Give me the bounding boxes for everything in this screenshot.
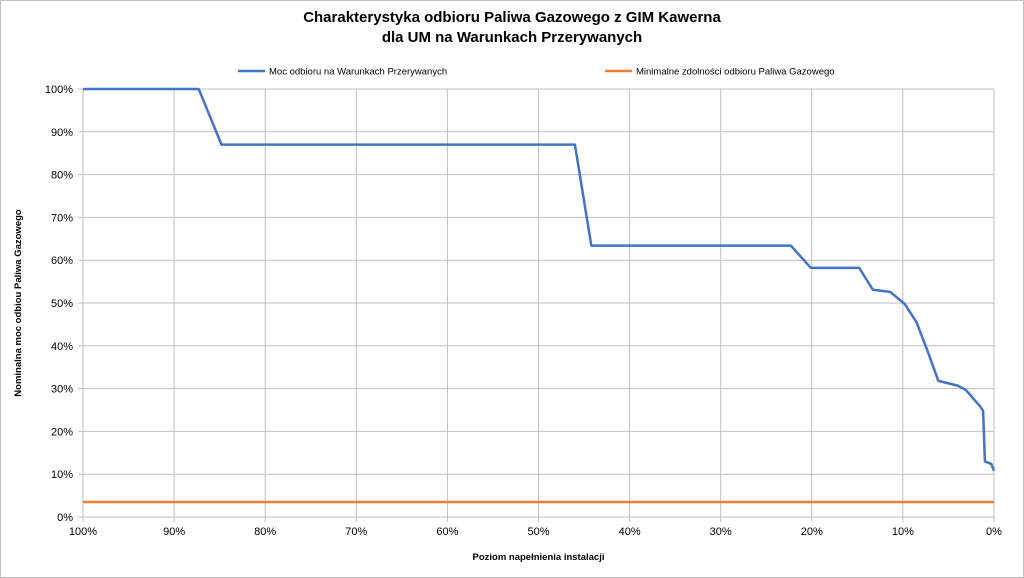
y-tick-label: 0% [57, 512, 73, 524]
chart-title-line-2: dla UM na Warunkach Przerywanych [381, 29, 643, 46]
x-tick-label: 50% [527, 526, 549, 538]
x-tick-label: 60% [436, 526, 458, 538]
x-tick-label: 0% [986, 526, 1002, 538]
y-tick-label: 90% [51, 127, 73, 139]
y-tick-label: 70% [51, 212, 73, 224]
x-tick-label: 100% [69, 526, 97, 538]
gridlines [78, 88, 995, 522]
x-tick-label: 10% [892, 526, 914, 538]
y-tick-label: 40% [51, 341, 73, 353]
y-tick-label: 80% [51, 170, 73, 182]
x-tick-label: 30% [710, 526, 732, 538]
series-line-1 [83, 87, 996, 472]
legend: Moc odbioru na Warunkach Przerywanych Min… [238, 67, 835, 78]
series-lines [83, 87, 996, 504]
y-axis-title: Nominalna moc odbiou Paliwa Gazowego [13, 209, 24, 397]
x-tick-label: 80% [254, 526, 276, 538]
x-tick-label: 20% [801, 526, 823, 538]
x-tick-label: 90% [163, 526, 185, 538]
tick-labels: 100% 90% 80% 70% 60% 50% 40% 30% 20% 10% 0% 0% 10% 20… [45, 84, 1002, 538]
y-tick-label: 50% [51, 298, 73, 310]
y-tick-label: 10% [51, 469, 73, 481]
x-tick-label: 40% [619, 526, 641, 538]
x-axis-title: Poziom napełnienia instalacji [473, 552, 605, 563]
legend-label-2: Minimalne zdolności odbioru Paliwa Gazow… [636, 67, 835, 78]
chart-title: Charakterystyka odbioru Paliwa Gazowego … [0, 8, 1024, 48]
y-tick-label: 30% [51, 384, 73, 396]
axes [82, 89, 994, 518]
legend-label-1: Moc odbioru na Warunkach Przerywanych [269, 67, 447, 78]
y-tick-label: 20% [51, 426, 73, 438]
y-tick-label: 60% [51, 255, 73, 267]
y-tick-label: 100% [45, 84, 73, 96]
x-tick-label: 70% [345, 526, 367, 538]
chart-title-line-1: Charakterystyka odbioru Paliwa Gazowego … [303, 9, 721, 26]
